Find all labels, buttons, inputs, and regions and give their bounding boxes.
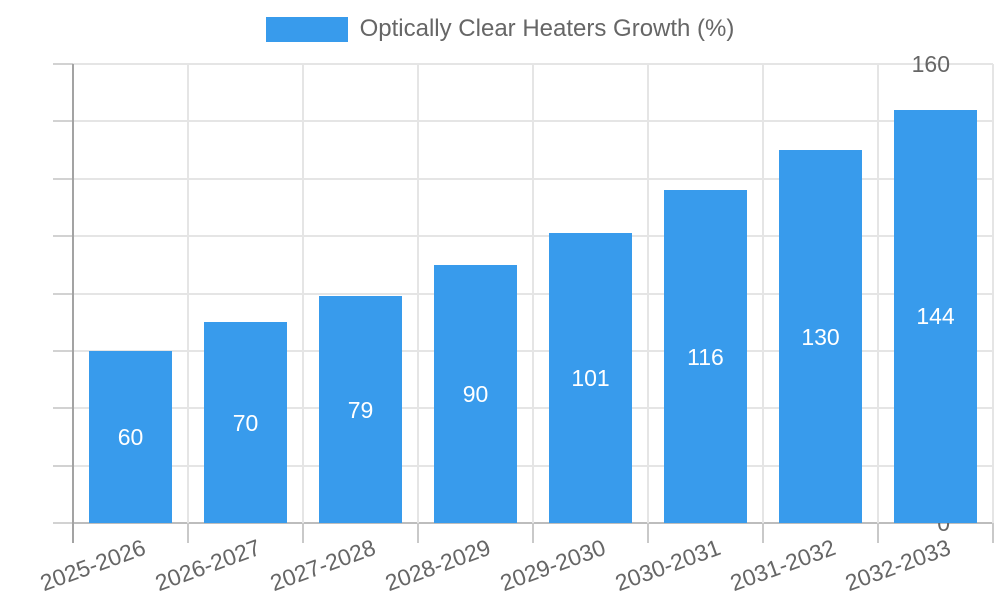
chart-legend[interactable]: Optically Clear Heaters Growth (%) (0, 15, 1000, 43)
x-gridline (992, 64, 994, 523)
bar-value-label: 130 (801, 323, 840, 350)
y-tick-mark (53, 349, 73, 352)
x-tick-mark (187, 523, 189, 543)
x-label-anchor: 2031-2032 (720, 534, 838, 596)
x-label-anchor: 2030-2031 (605, 534, 723, 596)
bar[interactable]: 101 (549, 233, 632, 523)
y-tick-mark (53, 235, 73, 238)
y-tick-mark (53, 177, 73, 180)
bar[interactable]: 60 (89, 350, 172, 523)
x-gridline (302, 64, 304, 523)
y-tick-mark (53, 464, 73, 467)
x-tick-label: 2028-2029 (381, 534, 494, 597)
x-gridline (762, 64, 764, 523)
y-tick-mark (53, 120, 73, 123)
x-label-anchor: 2026-2027 (145, 534, 263, 596)
bar[interactable]: 130 (779, 150, 862, 523)
x-tick-label: 2030-2031 (611, 534, 724, 597)
x-label-anchor: 2025-2026 (30, 534, 148, 596)
x-tick-mark (762, 523, 764, 543)
bar-value-label: 90 (462, 380, 489, 407)
legend-label: Optically Clear Heaters Growth (%) (359, 15, 735, 42)
x-tick-label: 2026-2027 (151, 534, 264, 597)
x-label-anchor: 2027-2028 (260, 534, 378, 596)
x-tick-label: 2027-2028 (266, 534, 379, 597)
x-gridline (877, 64, 879, 523)
legend-swatch-icon (265, 16, 348, 42)
x-label-anchor: 2028-2029 (375, 534, 493, 596)
bar-value-label: 60 (117, 423, 144, 450)
bar-value-label: 144 (916, 303, 955, 330)
bar-value-label: 79 (347, 396, 374, 423)
x-tick-mark (647, 523, 649, 543)
x-gridline (647, 64, 649, 523)
x-tick-mark (532, 523, 534, 543)
x-tick-label: 2032-2033 (841, 534, 954, 597)
bar[interactable]: 79 (319, 296, 402, 523)
bar[interactable]: 144 (894, 109, 977, 523)
x-gridline (187, 64, 189, 523)
y-tick-label: 160 (911, 51, 950, 77)
x-tick-mark (302, 523, 304, 543)
y-tick-mark (53, 63, 73, 65)
x-label-anchor: 2029-2030 (490, 534, 608, 596)
bar-value-label: 70 (232, 409, 259, 436)
y-axis-line (72, 64, 74, 543)
x-tick-mark (417, 523, 419, 543)
x-gridline (417, 64, 419, 523)
bar[interactable]: 90 (434, 264, 517, 523)
x-tick-mark (877, 523, 879, 543)
x-tick-label: 2029-2030 (496, 534, 609, 597)
bar[interactable]: 70 (204, 322, 287, 523)
bar[interactable]: 116 (664, 190, 747, 523)
x-tick-label: 2031-2032 (726, 534, 839, 597)
bar-value-label: 101 (571, 365, 610, 392)
x-tick-mark (992, 523, 994, 543)
x-label-anchor: 2032-2033 (835, 534, 953, 596)
y-tick-mark (53, 522, 73, 524)
y-tick-mark (53, 407, 73, 410)
x-tick-label: 2025-2026 (36, 534, 149, 597)
x-gridline (532, 64, 534, 523)
bar-value-label: 116 (687, 343, 724, 370)
y-tick-mark (53, 292, 73, 295)
